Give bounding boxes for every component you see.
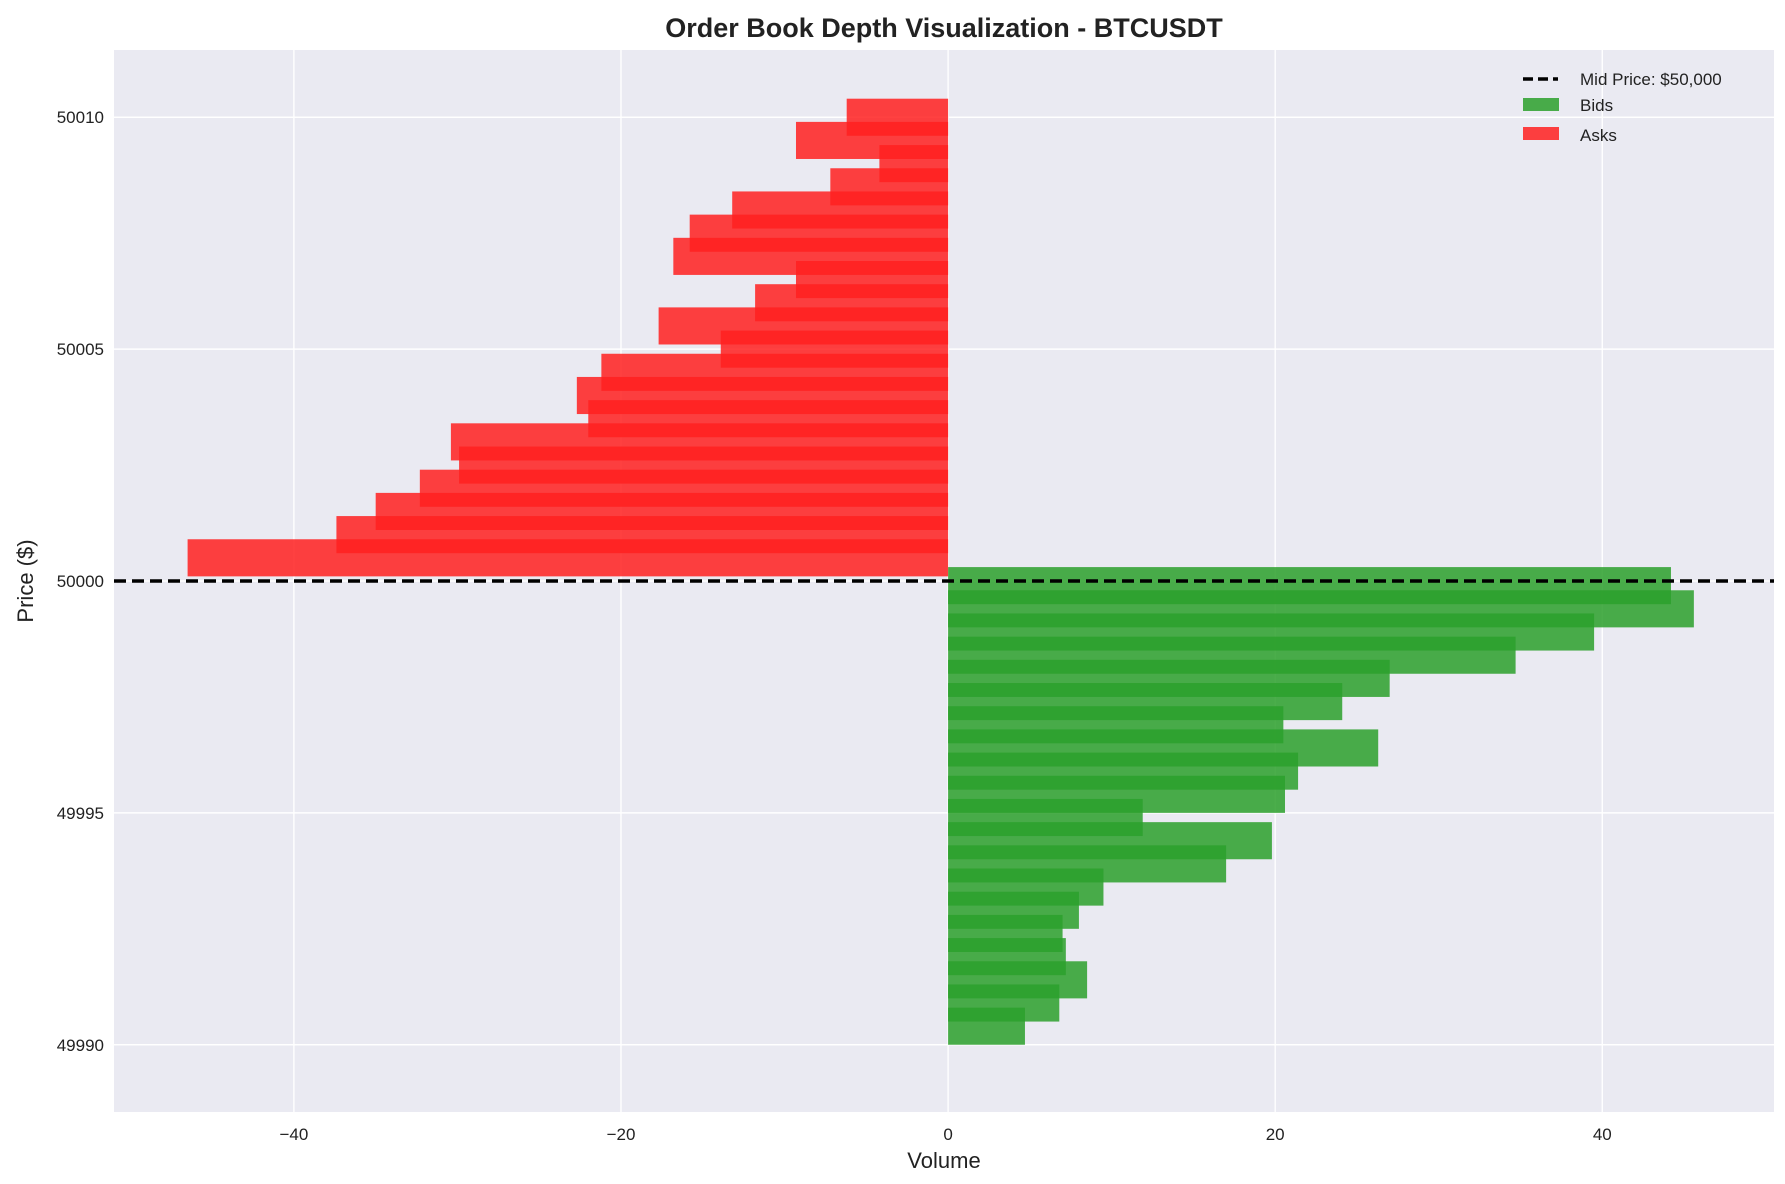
x-tick-label: 20 [1266,1125,1285,1144]
x-tick-label: −40 [279,1125,308,1144]
x-tick-label: −20 [607,1125,636,1144]
x-tick-label: 0 [943,1125,952,1144]
x-axis-label: Volume [907,1148,980,1173]
bid-bar [948,1007,1025,1045]
y-tick-label: 50010 [57,108,104,127]
y-tick-label: 50000 [57,572,104,591]
ticks-layer: −40 −20 0 20 40 49990 49995 50000 50005 50010 [57,108,1612,1144]
y-axis-label: Price ($) [13,539,38,622]
legend-bids-label: Bids [1580,96,1613,115]
y-tick-label: 50005 [57,340,104,359]
chart-title: Order Book Depth Visualization - BTCUSDT [665,13,1223,43]
legend-mid-price-label: Mid Price: $50,000 [1580,70,1722,89]
legend: Mid Price: $50,000 Bids Asks [1523,70,1722,145]
y-tick-label: 49995 [57,804,104,823]
bars-layer [187,98,1694,1045]
legend-asks-swatch [1523,127,1559,140]
legend-bids-swatch [1523,98,1559,111]
x-tick-label: 40 [1593,1125,1612,1144]
legend-asks-label: Asks [1580,126,1617,145]
ask-bar [846,98,949,136]
y-tick-label: 49990 [57,1036,104,1055]
